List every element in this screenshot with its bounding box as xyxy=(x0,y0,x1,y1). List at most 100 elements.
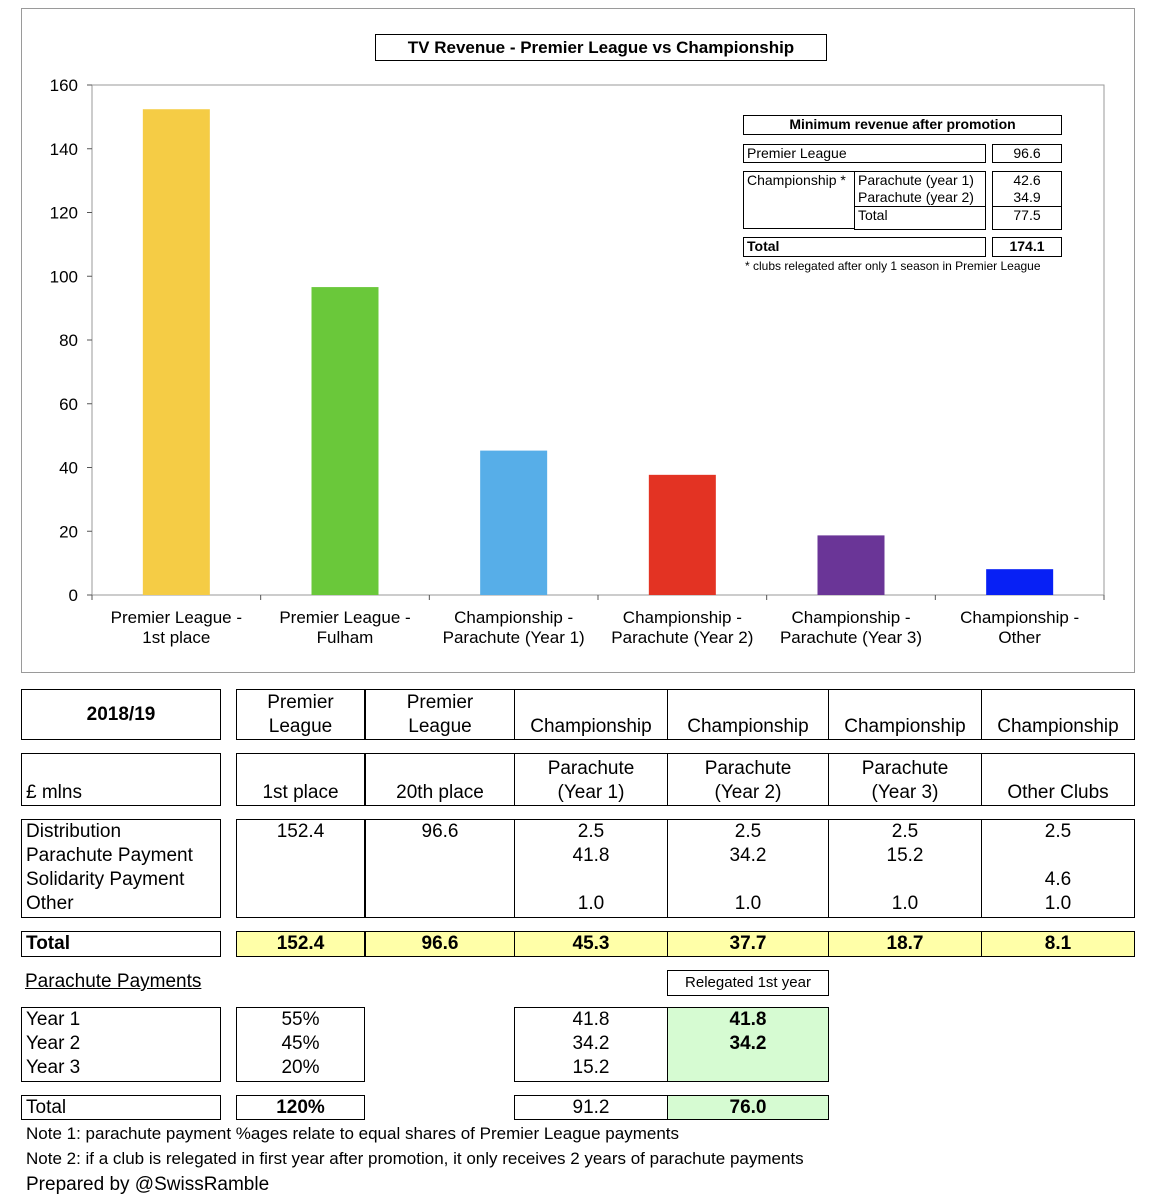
row-labels: Distribution Parachute Payment Solidarity … xyxy=(21,819,221,918)
bar-2 xyxy=(311,287,379,595)
relegated-amounts: 41.8 34.2 xyxy=(667,1007,829,1082)
y-tick-label: 60 xyxy=(59,395,78,414)
position-header-4: Parachute (Year 2) xyxy=(667,753,829,806)
inset-subtotal-label: Total xyxy=(855,206,985,224)
x-category-label: Parachute (Year 3) xyxy=(780,628,922,647)
x-category-label: Premier League - xyxy=(111,608,242,627)
table-cell xyxy=(515,868,667,892)
position-header-3: Parachute (Year 1) xyxy=(514,753,668,806)
inset-total-label: Total xyxy=(743,237,986,257)
x-category-label: Championship - xyxy=(791,608,910,627)
data-column-4: 2.5 34.2 1.0 xyxy=(667,819,829,918)
data-column-3: 2.5 41.8 1.0 xyxy=(514,819,668,918)
year-1-amount: 41.8 xyxy=(572,1009,610,1030)
bar-4 xyxy=(648,474,716,595)
y-tick-label: 100 xyxy=(50,267,78,286)
bar-1 xyxy=(142,109,210,595)
row-label: Other xyxy=(26,893,74,914)
y-tick-label: 80 xyxy=(59,331,78,350)
year-3-amount: 15.2 xyxy=(572,1057,610,1078)
data-column-1: 152.4 xyxy=(236,819,365,918)
x-category-label: Parachute (Year 2) xyxy=(611,628,753,647)
total-cell-2: 96.6 xyxy=(365,931,515,957)
row-label: Parachute Payment xyxy=(26,845,193,866)
bar-3 xyxy=(480,450,548,595)
year-1-label: Year 1 xyxy=(26,1009,81,1030)
table-cell: 2.5 xyxy=(1044,821,1072,842)
table-cell: 1.0 xyxy=(891,893,919,914)
league-header-6: Championship xyxy=(981,689,1135,740)
credit: Prepared by @SwissRamble xyxy=(26,1174,270,1195)
position-header-5: Parachute (Year 3) xyxy=(828,753,982,806)
total-cell-5: 18.7 xyxy=(828,931,982,957)
table-cell xyxy=(366,868,514,892)
table-cell xyxy=(237,844,364,868)
parachute-percentages: 55% 45% 20% xyxy=(236,1007,365,1082)
parachute-amounts: 41.8 34.2 15.2 xyxy=(514,1007,668,1082)
x-category-label: Parachute (Year 1) xyxy=(443,628,585,647)
position-header-6: Other Clubs xyxy=(981,753,1135,806)
data-column-6: 2.5 4.6 1.0 xyxy=(981,819,1135,918)
inset-parachute1-label: Parachute (year 1) xyxy=(858,172,974,188)
table-cell: 152.4 xyxy=(276,821,325,842)
league-header-1: Premier League xyxy=(236,689,365,740)
table-cell: 4.6 xyxy=(1044,869,1072,890)
inset-premier-label: Premier League xyxy=(743,144,986,163)
data-column-2: 96.6 xyxy=(365,819,515,918)
relegated-total: 76.0 xyxy=(667,1095,829,1120)
note-2: Note 2: if a club is relegated in first … xyxy=(26,1149,804,1168)
total-cell-3: 45.3 xyxy=(514,931,668,957)
x-category-label: 1st place xyxy=(142,628,210,647)
table-cell: 1.0 xyxy=(1044,893,1072,914)
table-cell: 1.0 xyxy=(577,893,605,914)
y-tick-label: 20 xyxy=(59,522,78,541)
year-1-percent: 55% xyxy=(281,1009,320,1030)
season-label: 2018/19 xyxy=(21,689,221,740)
total-cell-6: 8.1 xyxy=(981,931,1135,957)
table-cell xyxy=(829,868,981,892)
x-category-label: Fulham xyxy=(317,628,374,647)
x-category-label: Championship - xyxy=(623,608,742,627)
table-cell: 2.5 xyxy=(577,821,605,842)
x-category-label: Championship - xyxy=(960,608,1079,627)
row-label: Distribution xyxy=(26,821,122,842)
inset-subtotal-value: 77.5 xyxy=(993,206,1061,224)
year-3-percent: 20% xyxy=(281,1057,320,1078)
table-cell xyxy=(668,868,828,892)
unit-label: £ mlns xyxy=(21,753,221,806)
y-tick-label: 40 xyxy=(59,459,78,478)
y-tick-label: 0 xyxy=(69,586,78,605)
inset-total-value: 174.1 xyxy=(992,237,1062,257)
chart-frame xyxy=(21,8,1135,673)
table-cell xyxy=(237,892,364,916)
league-header-4: Championship xyxy=(667,689,829,740)
parachute-total-amount: 91.2 xyxy=(514,1095,668,1120)
inset-parachute2-label: Parachute (year 2) xyxy=(858,189,974,205)
relegated-year-2: 34.2 xyxy=(729,1033,767,1054)
table-cell: 41.8 xyxy=(572,845,610,866)
inset-championship-label: Championship * xyxy=(743,171,855,229)
inset-values-box: 42.6 34.9 77.5 xyxy=(992,171,1062,230)
y-tick-label: 160 xyxy=(50,76,78,95)
inset-parachute1-value: 42.6 xyxy=(1013,172,1041,188)
parachute-heading: Parachute Payments xyxy=(25,971,202,992)
year-2-amount: 34.2 xyxy=(572,1033,610,1054)
y-tick-label: 120 xyxy=(50,204,78,223)
row-label: Solidarity Payment xyxy=(26,869,185,890)
bar-6 xyxy=(986,569,1054,595)
inset-footnote: * clubs relegated after only 1 season in… xyxy=(745,259,1041,273)
table-cell: 34.2 xyxy=(729,845,767,866)
total-row-label: Total xyxy=(21,931,221,957)
parachute-total-percent: 120% xyxy=(236,1095,365,1120)
table-cell: 2.5 xyxy=(891,821,919,842)
total-cell-4: 37.7 xyxy=(667,931,829,957)
table-cell xyxy=(366,844,514,868)
position-header-1: 1st place xyxy=(236,753,365,806)
relegated-first-year-header: Relegated 1st year xyxy=(667,970,829,996)
year-2-label: Year 2 xyxy=(26,1033,81,1054)
table-cell: 96.6 xyxy=(421,821,459,842)
inset-parachute-box: Parachute (year 1) Parachute (year 2) To… xyxy=(854,171,986,230)
year-2-percent: 45% xyxy=(281,1033,320,1054)
relegated-year-3 xyxy=(668,1056,828,1080)
